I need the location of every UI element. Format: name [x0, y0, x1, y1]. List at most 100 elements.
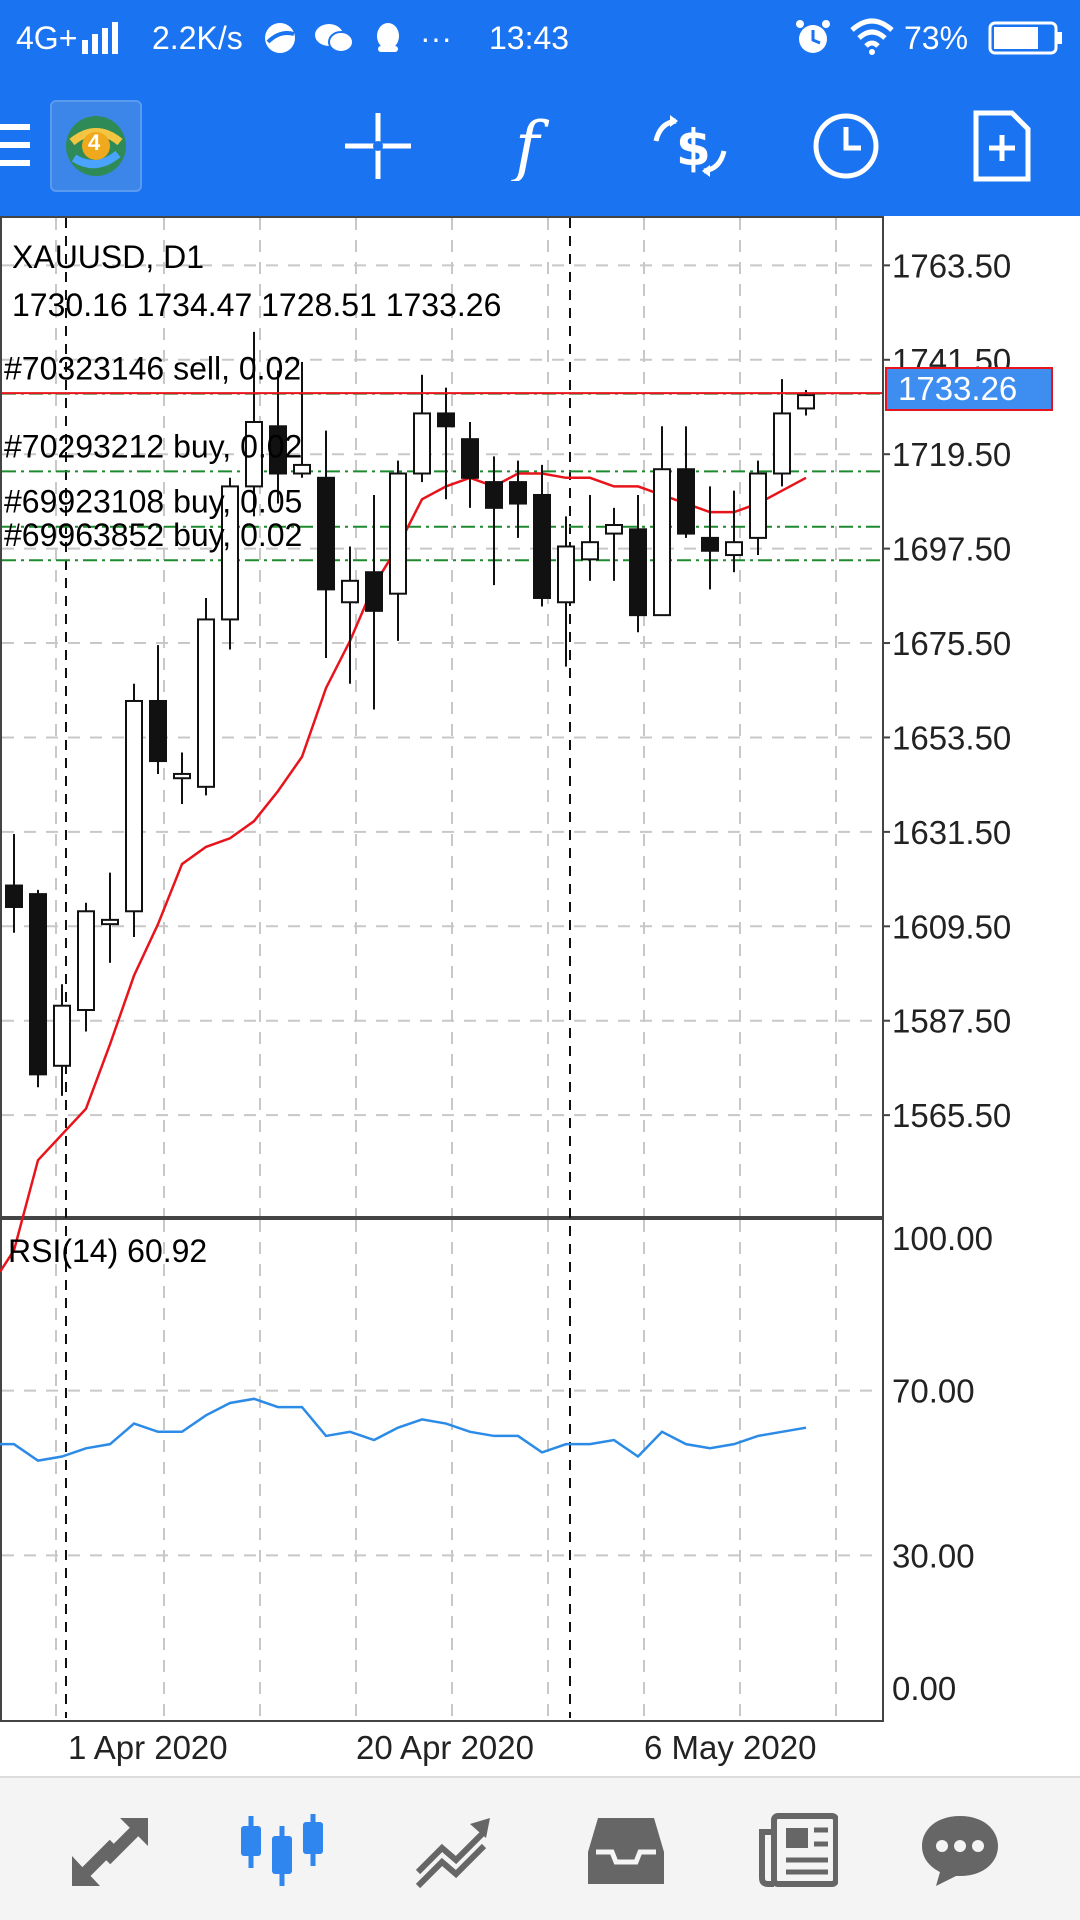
crosshair-button[interactable] [338, 106, 418, 186]
chart-grid [2, 218, 882, 1718]
candle-bullish [557, 545, 575, 604]
nav-history[interactable] [576, 1808, 676, 1892]
time-axis: 1 Apr 2020 20 Apr 2020 6 May 2020 [68, 1729, 816, 1766]
price-axis-label: 1697.50 [892, 531, 1011, 568]
battery-percent: 73% [904, 20, 969, 56]
battery-icon [988, 20, 1064, 61]
rsi-axis-label: 70.00 [892, 1373, 975, 1410]
nav-quotes[interactable] [60, 1808, 160, 1892]
rsi-indicator-label: RSI(14) 60.92 [8, 1233, 207, 1269]
chat-icon [922, 1816, 998, 1886]
symbol-timeframe-label: XAUUSD, D1 [12, 239, 204, 275]
wechat-icon [314, 20, 356, 61]
rsi-axis-label: 30.00 [892, 1537, 975, 1574]
ohlc-values-label: 1730.16 1734.47 1728.51 1733.26 [12, 287, 501, 323]
browser-icon [262, 20, 298, 61]
candle-bearish [629, 528, 647, 617]
candle-bearish [461, 438, 479, 479]
qq-icon [372, 20, 404, 61]
period-separators [65, 218, 571, 1718]
indicators-f-icon: f [510, 111, 550, 181]
metatrader-4-logo[interactable]: 4 [50, 100, 142, 192]
candle-bullish [197, 618, 215, 788]
current-price-text: 1733.26 [898, 370, 1017, 407]
history-inbox-icon [588, 1818, 664, 1884]
candle-bullish [797, 394, 815, 410]
order-labels: #70323146 sell, 0.02 #70293212 buy, 0.02 #… [4, 351, 302, 554]
quotes-arrows-icon [72, 1818, 148, 1886]
clock-time: 13:43 [489, 20, 570, 56]
wifi-icon [850, 18, 894, 61]
trade-icon [415, 1818, 490, 1888]
hamburger-menu-icon[interactable] [0, 120, 32, 172]
new-order-button[interactable] [962, 106, 1042, 186]
candle-bullish [605, 524, 623, 535]
rsi-line [0, 1397, 807, 1462]
candle-bullish [173, 772, 191, 780]
candle-bullish [413, 412, 431, 475]
candle-bearish [509, 481, 527, 505]
rsi-axis: 100.00 70.00 30.00 0.00 [892, 1220, 993, 1707]
news-icon [759, 1813, 838, 1887]
candle-bullish [653, 468, 671, 617]
candle-bearish [317, 476, 335, 591]
candle-bullish [77, 910, 95, 1011]
svg-text:f: f [510, 111, 550, 181]
candle-bullish [125, 699, 143, 913]
candle-bearish [485, 481, 503, 509]
timeframe-clock-icon [813, 113, 879, 179]
rsi-subwindow-frame [0, 1218, 884, 1722]
more-notifications: ··· [420, 20, 452, 56]
main-chart-frame [0, 216, 884, 1218]
order-label: #70323146 sell, 0.02 [4, 351, 301, 387]
bottom-navigation [0, 1776, 1080, 1920]
candle-bullish [581, 541, 599, 561]
trade-button[interactable]: $ [650, 106, 730, 186]
candle-bullish [725, 541, 743, 557]
order-label: #69963852 buy, 0.02 [4, 517, 302, 553]
candle-bullish [293, 463, 311, 475]
alarm-icon [794, 18, 832, 61]
candle-bearish [437, 412, 455, 428]
timeframe-button[interactable] [806, 106, 886, 186]
chart-area[interactable]: 1763.50 1741.50 1719.50 1697.50 1675.50 1653.… [0, 216, 1080, 1776]
nav-chat[interactable] [910, 1808, 1010, 1892]
toolbar: 4 f $ [0, 76, 1080, 216]
price-axis-label: 1631.50 [892, 814, 1011, 851]
candle-bullish [245, 421, 263, 488]
nav-trade[interactable] [404, 1808, 504, 1892]
time-axis-label: 6 May 2020 [644, 1729, 816, 1766]
candle-bullish [389, 472, 407, 595]
indicators-button[interactable]: f [496, 106, 576, 186]
candle-bullish [101, 918, 119, 926]
candle-bearish [533, 493, 551, 599]
candle-bullish [341, 579, 359, 604]
svg-text:$: $ [676, 119, 711, 177]
candle-bullish [221, 485, 239, 621]
candlesticks [5, 331, 815, 1096]
order-label: #70293212 buy, 0.02 [4, 428, 302, 464]
trade-dollar-icon: $ [653, 115, 727, 177]
price-axis-label: 1763.50 [892, 247, 1011, 284]
rsi-axis-label: 0.00 [892, 1670, 956, 1707]
candle-bearish [701, 536, 719, 552]
network-type: 4G+ [16, 20, 78, 56]
app-badge: 4 [88, 130, 101, 155]
candle-bearish [365, 571, 383, 612]
nav-news[interactable] [748, 1808, 848, 1892]
candle-bearish [677, 468, 695, 535]
price-axis-label: 1609.50 [892, 908, 1011, 945]
order-label: #69923108 buy, 0.05 [4, 484, 302, 520]
candle-bullish [773, 412, 791, 475]
candle-bearish [269, 425, 287, 475]
price-axis-label: 1565.50 [892, 1097, 1011, 1134]
rsi-polyline [0, 1397, 807, 1462]
nav-chart[interactable] [232, 1808, 332, 1892]
price-axis-label: 1719.50 [892, 436, 1011, 473]
candle-bearish [149, 699, 167, 763]
time-axis-label: 20 Apr 2020 [356, 1729, 534, 1766]
candle-bearish [5, 884, 23, 908]
price-axis-label: 1675.50 [892, 625, 1011, 662]
rsi-axis-label: 100.00 [892, 1220, 993, 1257]
crosshair-icon [345, 113, 411, 179]
